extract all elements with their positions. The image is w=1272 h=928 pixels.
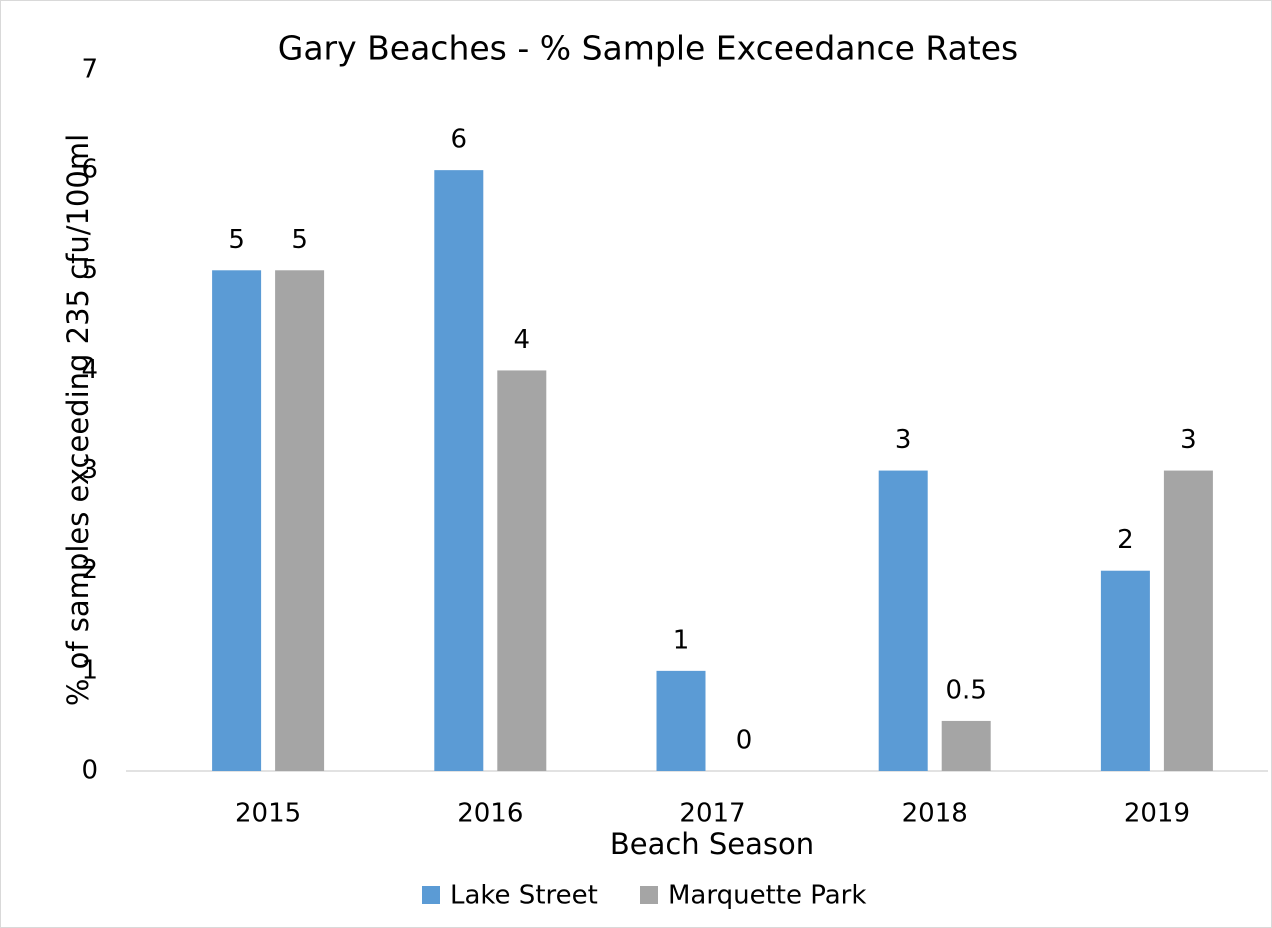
bar [275, 270, 325, 771]
data-label: 0 [736, 726, 753, 756]
legend-swatch [640, 886, 658, 904]
bar [878, 470, 928, 771]
data-label: 1 [673, 625, 690, 655]
x-tick-label: 2018 [902, 799, 968, 829]
bar [941, 720, 991, 771]
y-tick-label: 3 [81, 455, 98, 485]
legend-label: Marquette Park [668, 881, 866, 911]
bar [434, 170, 484, 772]
y-tick-label: 4 [81, 355, 98, 385]
y-tick-label: 0 [81, 756, 98, 786]
y-tick-label: 2 [81, 555, 98, 585]
data-label: 6 [451, 125, 468, 155]
x-tick-label: 2017 [679, 799, 745, 829]
y-tick-label: 7 [81, 55, 98, 85]
bar [656, 670, 706, 771]
x-axis-label: Beach Season [610, 827, 814, 861]
x-tick-label: 2016 [457, 799, 523, 829]
legend-label: Lake Street [450, 881, 598, 911]
bar [212, 270, 262, 771]
data-label: 4 [514, 325, 531, 355]
chart-title: Gary Beaches - % Sample Exceedance Rates [278, 29, 1019, 68]
y-tick-label: 6 [81, 155, 98, 185]
x-tick-label: 2019 [1124, 799, 1190, 829]
data-label: 5 [291, 225, 308, 255]
x-tick-label: 2015 [235, 799, 301, 829]
bar [1100, 570, 1150, 771]
data-label: 2 [1117, 525, 1134, 555]
data-label: 3 [895, 425, 912, 455]
data-label: 5 [228, 225, 245, 255]
y-axis-label: % of samples exceeding 235 cfu/100ml [61, 134, 95, 706]
y-tick-label: 5 [81, 255, 98, 285]
bar [497, 370, 547, 771]
legend-swatch [422, 886, 440, 904]
y-tick-label: 1 [81, 655, 98, 685]
bar [1163, 470, 1213, 771]
data-label: 3 [1180, 425, 1197, 455]
data-label: 0.5 [946, 675, 987, 705]
